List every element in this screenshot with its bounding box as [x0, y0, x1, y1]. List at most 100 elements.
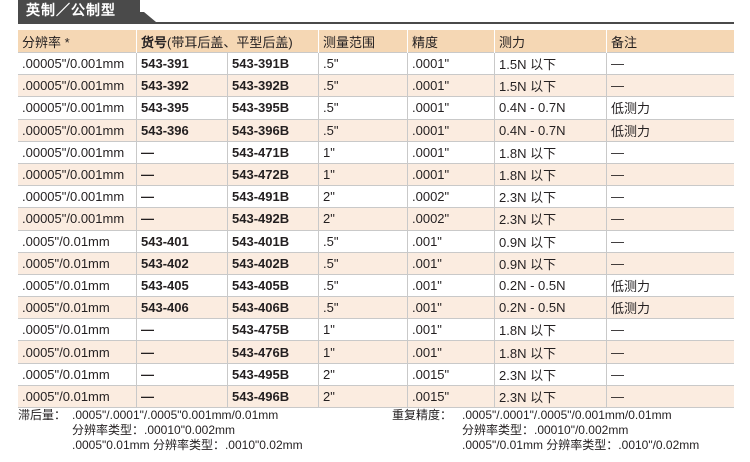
cell-range: .5" — [318, 296, 408, 319]
cell-remark: — — [606, 162, 734, 186]
hysteresis-note: 滞后量： .0005"/.0001"/.0005"0.001mm/0.01mm … — [18, 408, 303, 453]
cell-accuracy: .001" — [407, 340, 495, 364]
table-header-row: 分辨率 * 货号(带耳后盖、平型后盖) 测量范围 精度 测力 备注 — [18, 30, 734, 53]
cell-range: 1" — [318, 162, 408, 186]
cell-accuracy: .0001" — [407, 140, 495, 164]
cell-part-no: — — [136, 207, 228, 230]
table-row: .00005"/0.001mm 543-396 543-396B .5" .0001" 0… — [18, 118, 734, 142]
cell-part-no: — — [136, 318, 228, 341]
cell-accuracy: .0015" — [407, 362, 495, 386]
cell-accuracy: .0002" — [407, 185, 495, 208]
cell-part-no-b: 543-476B — [227, 340, 319, 364]
cell-part-no-b: 543-405B — [227, 273, 319, 297]
spec-table: 分辨率 * 货号(带耳后盖、平型后盖) 测量范围 精度 测力 备注 .00005… — [18, 30, 734, 409]
cell-part-no-b: 543-396B — [227, 118, 319, 142]
cell-part-no: — — [136, 340, 228, 364]
tab-notch — [136, 12, 156, 22]
col-force: 测力 — [494, 30, 607, 53]
cell-force: 1.5N 以下 — [494, 74, 607, 97]
cell-accuracy: .001" — [407, 251, 495, 275]
cell-remark: — — [606, 362, 734, 386]
cell-part-no: 543-392 — [136, 74, 228, 97]
cell-part-no: 543-391 — [136, 51, 228, 75]
cell-remark: — — [606, 185, 734, 208]
hysteresis-label: 滞后量： — [18, 408, 67, 422]
cell-resolution: .0005"/0.01mm — [18, 229, 137, 253]
cell-resolution: .0005"/0.01mm — [18, 384, 137, 409]
cell-range: .5" — [318, 51, 408, 75]
cell-remark: — — [606, 384, 734, 409]
cell-remark: — — [606, 251, 734, 275]
col-resolution: 分辨率 * — [18, 30, 137, 53]
cell-accuracy: .0001" — [407, 51, 495, 75]
cell-range: .5" — [318, 229, 408, 253]
cell-remark: 低测力 — [606, 273, 734, 297]
cell-force: 2.3N 以下 — [494, 384, 607, 409]
cell-part-no-b: 543-492B — [227, 207, 319, 230]
col-remarks: 备注 — [606, 30, 734, 53]
cell-range: 2" — [318, 384, 408, 409]
table-row: .0005"/0.01mm 543-405 543-405B .5" .001" 0.2N… — [18, 273, 734, 297]
cell-part-no-b: 543-471B — [227, 140, 319, 164]
cell-force: 1.5N 以下 — [494, 51, 607, 75]
cell-force: 1.8N 以下 — [494, 340, 607, 364]
cell-accuracy: .001" — [407, 229, 495, 253]
cell-force: 0.4N - 0.7N — [494, 96, 607, 120]
table-row: .0005"/0.01mm —543-495B 2" .0015" 2.3N 以下 — — [18, 362, 734, 386]
cell-resolution: .00005"/0.001mm — [18, 51, 137, 75]
table-row: .0005"/0.01mm 543-406 543-406B .5" .001" 0.2N… — [18, 296, 734, 319]
hysteresis-line-2: 分辨率类型：.00010"0.002mm — [72, 423, 235, 437]
cell-remark: 低测力 — [606, 296, 734, 319]
cell-resolution: .00005"/0.001mm — [18, 96, 137, 120]
cell-resolution: .0005"/0.01mm — [18, 251, 137, 275]
cell-part-no-b: 543-496B — [227, 384, 319, 409]
repeatability-line-1: .0005"/.0001"/.0005"/0.001mm/0.01mm — [462, 408, 672, 422]
cell-force: 1.8N 以下 — [494, 318, 607, 341]
table-row: .0005"/0.01mm 543-401 543-401B .5" .001" 0.9N… — [18, 229, 734, 253]
cell-force: 0.9N 以下 — [494, 251, 607, 275]
repeatability-label: 重复精度： — [392, 408, 453, 422]
cell-part-no: — — [136, 384, 228, 409]
cell-remark: 低测力 — [606, 118, 734, 142]
tab-title: 英制／公制型 — [18, 0, 140, 22]
cell-range: 1" — [318, 140, 408, 164]
cell-accuracy: .0015" — [407, 384, 495, 409]
cell-part-no: 543-395 — [136, 96, 228, 120]
hysteresis-line-3: .0005"0.01mm 分辨率类型：.0010"0.02mm — [72, 438, 303, 452]
cell-part-no: 543-406 — [136, 296, 228, 319]
cell-resolution: .00005"/0.001mm — [18, 118, 137, 142]
table-row: .00005"/0.001mm 543-391 543-391B .5" .0001" 1… — [18, 51, 734, 75]
cell-resolution: .0005"/0.01mm — [18, 340, 137, 364]
cell-accuracy: .001" — [407, 273, 495, 297]
cell-force: 1.8N 以下 — [494, 140, 607, 164]
cell-force: 2.3N 以下 — [494, 185, 607, 208]
col-part-no: 货号(带耳后盖、平型后盖) — [136, 30, 319, 53]
cell-resolution: .00005"/0.001mm — [18, 74, 137, 97]
cell-remark: — — [606, 51, 734, 75]
cell-part-no-b: 543-392B — [227, 74, 319, 97]
col-part-no-label: 货号 — [141, 34, 168, 50]
cell-remark: — — [606, 207, 734, 230]
cell-resolution: .00005"/0.001mm — [18, 207, 137, 230]
col-accuracy: 精度 — [407, 30, 495, 53]
repeatability-note: 重复精度： .0005"/.0001"/.0005"/0.001mm/0.01m… — [392, 408, 699, 453]
cell-accuracy: .0001" — [407, 74, 495, 97]
cell-part-no: — — [136, 362, 228, 386]
cell-resolution: .00005"/0.001mm — [18, 185, 137, 208]
cell-remark: 低测力 — [606, 96, 734, 120]
table-row: .0005"/0.01mm 543-402 543-402B .5" .001" 0.9N… — [18, 251, 734, 275]
cell-part-no-b: 543-395B — [227, 96, 319, 120]
cell-accuracy: .0001" — [407, 118, 495, 142]
hysteresis-line-1: .0005"/.0001"/.0005"0.001mm/0.01mm — [72, 408, 279, 422]
cell-part-no: — — [136, 185, 228, 208]
cell-remark: — — [606, 74, 734, 97]
cell-range: .5" — [318, 118, 408, 142]
repeatability-line-3: .0005"/0.01mm 分辨率类型：.0010"/0.02mm — [462, 438, 700, 452]
cell-force: 2.3N 以下 — [494, 207, 607, 230]
cell-part-no-b: 543-472B — [227, 162, 319, 186]
cell-part-no-b: 543-402B — [227, 251, 319, 275]
cell-range: 1" — [318, 340, 408, 364]
cell-remark: — — [606, 140, 734, 164]
cell-remark: — — [606, 318, 734, 341]
cell-accuracy: .0002" — [407, 207, 495, 230]
